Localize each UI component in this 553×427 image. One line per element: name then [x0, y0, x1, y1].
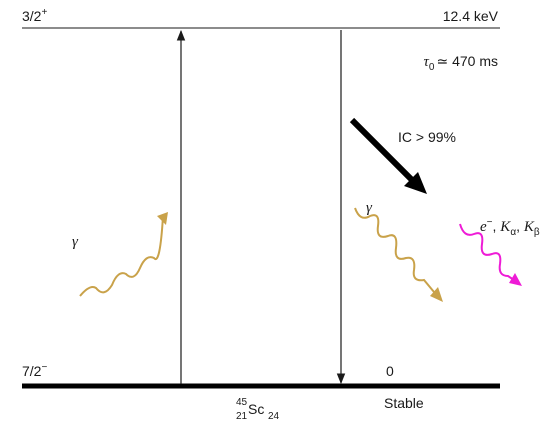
atomic-number: 21 [236, 411, 248, 422]
gamma-emission-label: γ [366, 200, 373, 216]
internal-conversion-label: IC > 99% [398, 129, 456, 145]
stability-label: Stable [384, 395, 424, 411]
conversion-products-label: e−, Kα, Kβ [480, 217, 540, 238]
neutron-number: 24 [268, 411, 280, 422]
element-symbol: Sc [248, 401, 264, 417]
nucleus-label: 45 21 Sc 24 [236, 397, 280, 422]
ground-level-spin-label: 7/2− [22, 362, 47, 379]
gamma-emission-wave [354, 207, 443, 302]
internal-conversion-arrow [349, 117, 427, 194]
ground-level-energy: 0 [386, 363, 394, 379]
upper-level-energy: 12.4 keV [443, 8, 499, 24]
gamma-absorption-label: γ [72, 234, 79, 250]
gamma-absorption-wave [79, 212, 168, 297]
mass-number: 45 [236, 397, 248, 408]
conversion-products-wave [459, 223, 522, 286]
upper-level-spin-label: 3/2+ [22, 7, 47, 24]
lifetime-label: τ0 ≃ 470 ms [424, 53, 498, 73]
